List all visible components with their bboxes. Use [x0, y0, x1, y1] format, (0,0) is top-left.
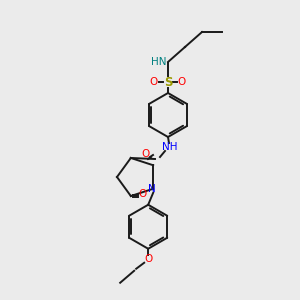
- Text: HN: HN: [151, 57, 166, 67]
- Text: O: O: [141, 149, 149, 159]
- Text: O: O: [150, 77, 158, 87]
- Text: S: S: [164, 76, 172, 88]
- Text: NH: NH: [162, 142, 178, 152]
- Text: O: O: [144, 254, 152, 264]
- Text: N: N: [148, 184, 156, 194]
- Text: O: O: [178, 77, 186, 87]
- Text: O: O: [139, 189, 147, 199]
